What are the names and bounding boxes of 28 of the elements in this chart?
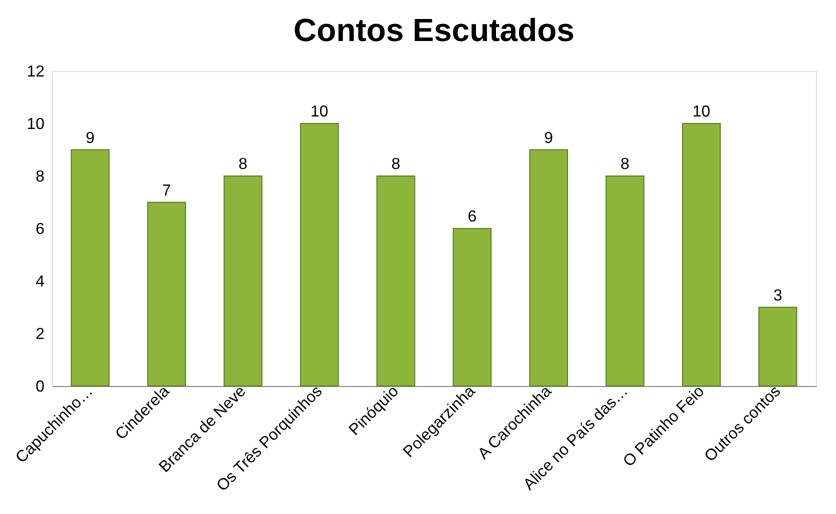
bar [376,176,416,386]
bar [529,149,568,386]
bar [147,202,186,386]
data-label: 9 [86,130,95,147]
data-label: 6 [468,208,477,226]
y-tick-label: 2 [36,326,45,343]
data-label: 9 [544,130,554,147]
y-tick-label: 8 [36,168,45,186]
y-tick-label: 6 [36,221,45,238]
data-label: 8 [238,156,248,173]
y-tick-label: 10 [26,116,45,133]
data-label: 8 [620,156,630,173]
y-tick-label: 0 [36,378,45,396]
bar [224,176,262,386]
data-label: 7 [162,182,172,200]
data-label: 3 [773,287,782,304]
bar [452,228,492,386]
bar [758,306,798,386]
bar [606,176,644,386]
y-tick-label: 12 [26,64,45,80]
bar [682,123,721,386]
data-label: 10 [692,104,710,120]
bar [300,123,339,386]
data-label: 8 [391,156,400,173]
y-tick-label: 4 [36,274,45,290]
data-label: 10 [310,104,328,120]
bar [70,149,110,386]
chart-title: Contos Escutados [294,12,574,48]
